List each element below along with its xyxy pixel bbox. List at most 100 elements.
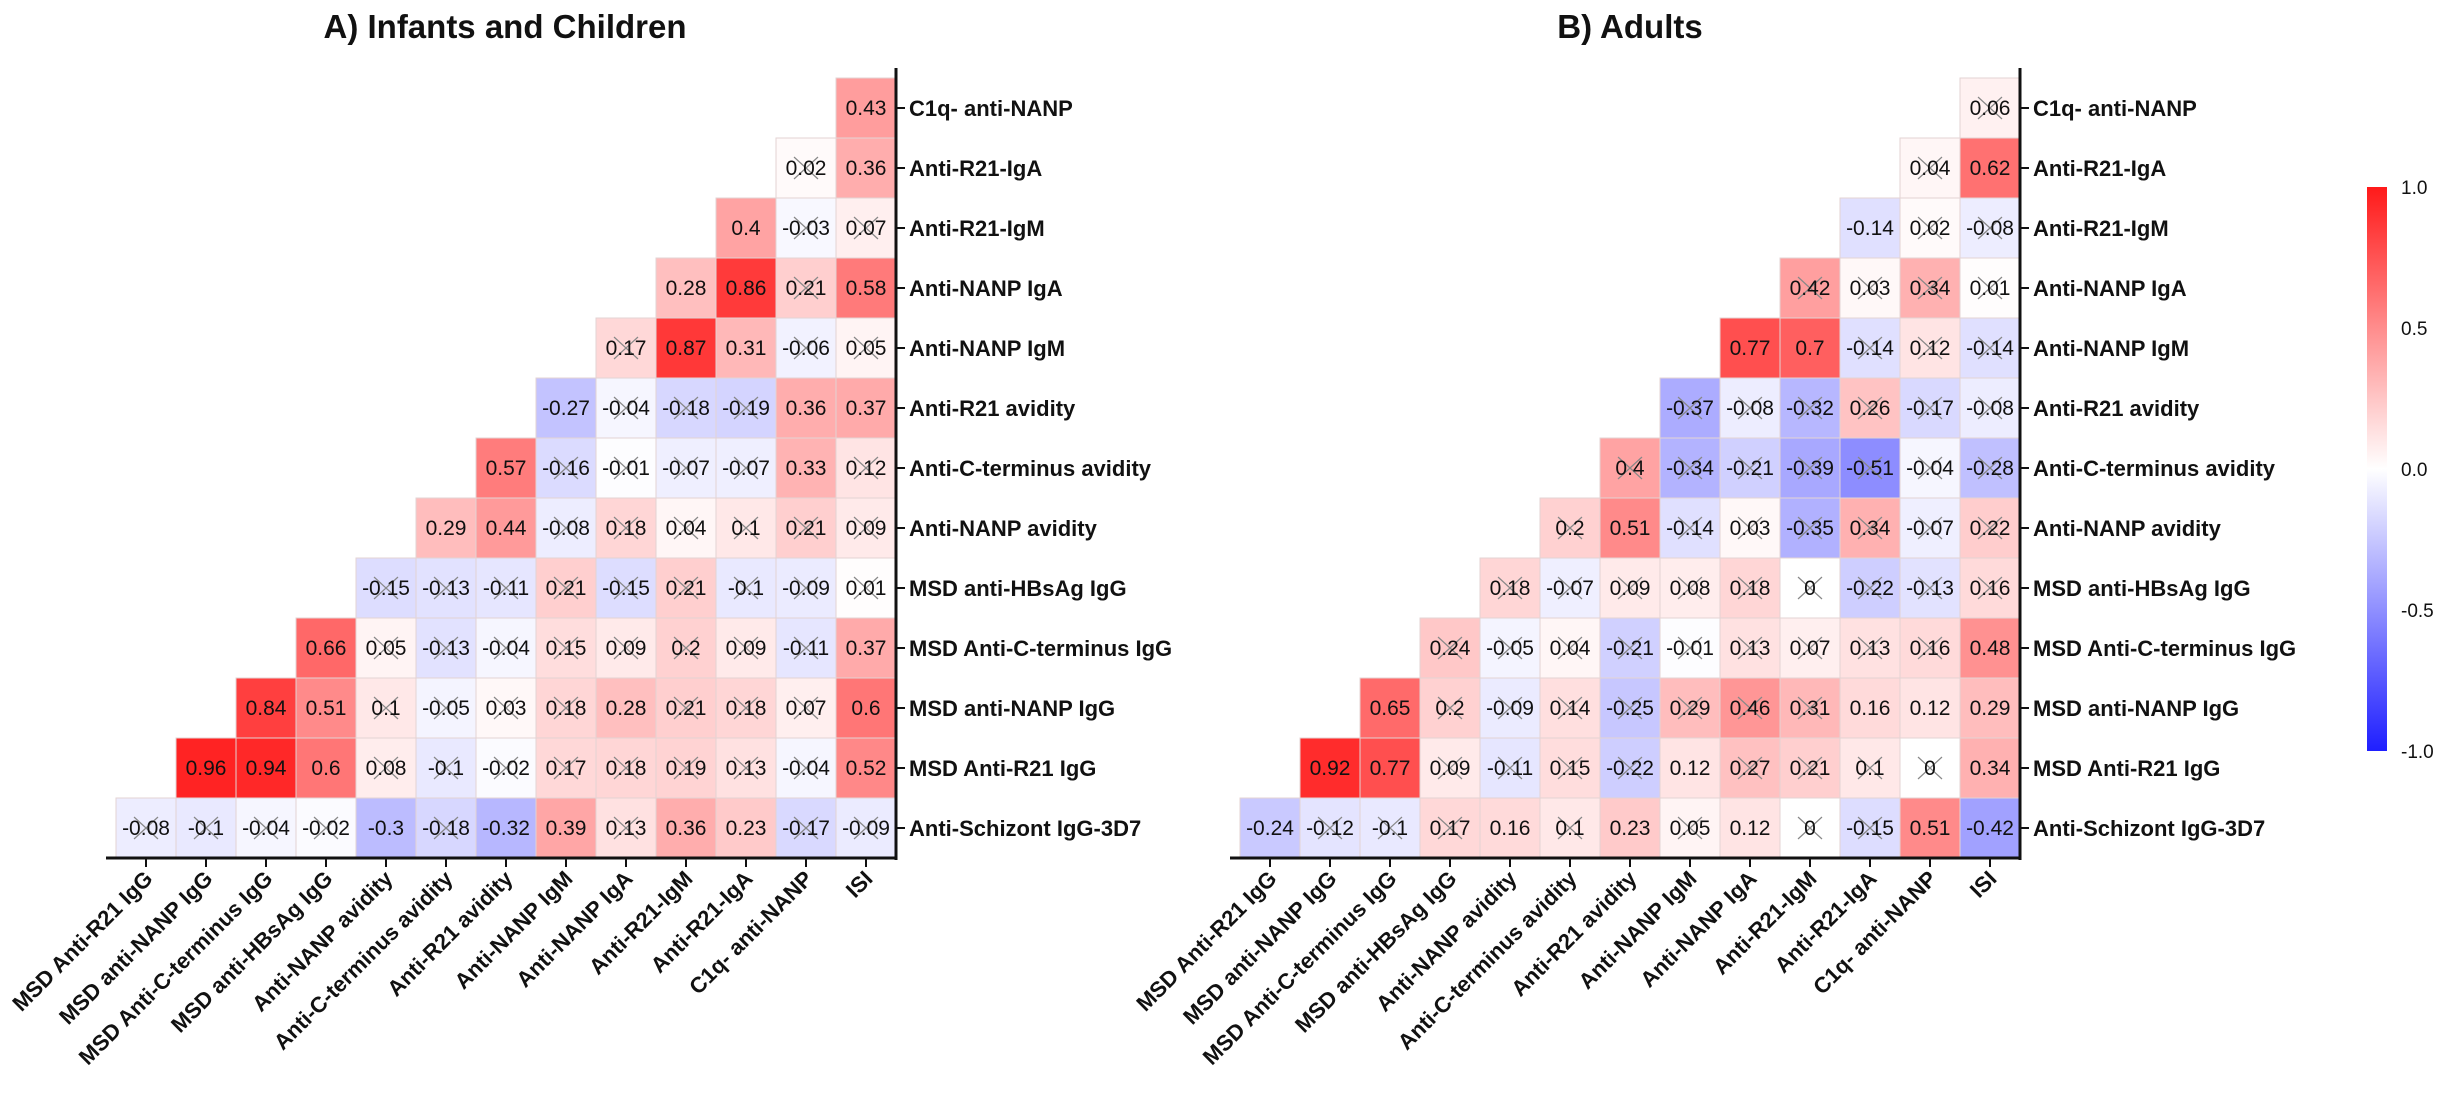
row-label: MSD Anti-R21 IgG bbox=[2033, 756, 2220, 781]
non-significant-cross bbox=[1557, 816, 1583, 840]
cell-value-label: -0.11 bbox=[783, 637, 829, 660]
row-label: MSD anti-HBsAg IgG bbox=[909, 576, 1127, 601]
cell-value-label: -0.04 bbox=[782, 757, 830, 780]
cell-value-label: 0.04 bbox=[1550, 637, 1591, 660]
non-significant-cross bbox=[613, 336, 639, 360]
non-significant-cross bbox=[1497, 696, 1523, 720]
cell-value-label: -0.08 bbox=[1966, 217, 2014, 240]
heatmap-cell bbox=[1959, 737, 2021, 799]
non-significant-cross bbox=[1917, 516, 1943, 540]
non-significant-cross bbox=[553, 516, 579, 540]
heatmap-cell bbox=[1959, 617, 2021, 679]
cell-value-label: 0.52 bbox=[846, 757, 887, 780]
non-significant-cross bbox=[1617, 576, 1643, 600]
heatmap-cell bbox=[1659, 797, 1721, 859]
cell-value-label: -0.04 bbox=[602, 397, 650, 420]
non-significant-cross bbox=[793, 336, 819, 360]
non-significant-cross bbox=[1497, 636, 1523, 660]
cell-value-label: 0.18 bbox=[1490, 577, 1531, 600]
non-significant-cross bbox=[1797, 396, 1823, 420]
cell-value-label: -0.1 bbox=[728, 577, 764, 600]
cell-value-label: 0.15 bbox=[1550, 757, 1591, 780]
cell-value-label: -0.09 bbox=[842, 817, 890, 840]
non-significant-cross bbox=[613, 576, 639, 600]
cell-value-label: 0.77 bbox=[1730, 337, 1771, 360]
cell-value-label: 0.12 bbox=[1730, 817, 1771, 840]
cell-value-label: -0.04 bbox=[1906, 457, 1954, 480]
non-significant-cross bbox=[1917, 756, 1943, 780]
cell-value-label: -0.08 bbox=[1966, 397, 2014, 420]
heatmap-cell bbox=[1719, 797, 1781, 859]
cell-value-label: 0.7 bbox=[1795, 337, 1824, 360]
cell-value-label: 0.51 bbox=[306, 697, 347, 720]
non-significant-cross bbox=[1917, 456, 1943, 480]
non-significant-cross bbox=[1977, 216, 2003, 240]
cell-value-label: 0.6 bbox=[311, 757, 340, 780]
cell-value-label: -0.28 bbox=[1966, 457, 2014, 480]
cell-value-label: 0.09 bbox=[726, 637, 767, 660]
cell-value-label: -0.1 bbox=[428, 757, 464, 780]
cell-value-label: 0.05 bbox=[846, 337, 887, 360]
non-significant-cross bbox=[793, 696, 819, 720]
heatmap-cell bbox=[175, 737, 237, 799]
heatmap-cell bbox=[1359, 737, 1421, 799]
cell-value-label: -0.39 bbox=[1786, 457, 1834, 480]
non-significant-cross bbox=[793, 636, 819, 660]
cell-value-label: 0.03 bbox=[1730, 517, 1771, 540]
non-significant-cross bbox=[1437, 636, 1463, 660]
non-significant-cross bbox=[1617, 756, 1643, 780]
non-significant-cross bbox=[1797, 756, 1823, 780]
non-significant-cross bbox=[1437, 756, 1463, 780]
cell-value-label: 0.27 bbox=[1730, 757, 1771, 780]
cell-value-label: -0.21 bbox=[1726, 457, 1774, 480]
non-significant-cross bbox=[553, 456, 579, 480]
non-significant-cross bbox=[493, 636, 519, 660]
cell-value-label: 0.09 bbox=[846, 517, 887, 540]
non-significant-cross bbox=[1557, 636, 1583, 660]
non-significant-cross bbox=[613, 456, 639, 480]
non-significant-cross bbox=[373, 696, 399, 720]
cell-value-label: -0.04 bbox=[482, 637, 530, 660]
cell-value-label: 0.65 bbox=[1370, 697, 1411, 720]
cell-value-label: 0.57 bbox=[486, 457, 527, 480]
non-significant-cross bbox=[793, 576, 819, 600]
cell-value-label: 0.1 bbox=[1555, 817, 1584, 840]
cell-value-label: -0.14 bbox=[1966, 337, 2014, 360]
non-significant-cross bbox=[1857, 336, 1883, 360]
cell-value-label: 0.13 bbox=[1730, 637, 1771, 660]
cell-value-label: 0.37 bbox=[846, 637, 887, 660]
cell-value-label: 0.36 bbox=[846, 157, 887, 180]
cell-value-label: 0.05 bbox=[366, 637, 407, 660]
cell-value-label: 0.18 bbox=[546, 697, 587, 720]
cell-value-label: -0.07 bbox=[1906, 517, 1954, 540]
row-label: Anti-R21-IgM bbox=[2033, 216, 2169, 241]
cell-value-label: 0.21 bbox=[666, 577, 707, 600]
heatmap-cell bbox=[1479, 797, 1541, 859]
non-significant-cross bbox=[1737, 756, 1763, 780]
heatmap-cell bbox=[835, 497, 897, 559]
non-significant-cross bbox=[1977, 276, 2003, 300]
cell-value-label: -0.05 bbox=[1486, 637, 1534, 660]
cell-value-label: 0.29 bbox=[1970, 697, 2011, 720]
row-label: MSD anti-HBsAg IgG bbox=[2033, 576, 2251, 601]
panel-title: A) Infants and Children bbox=[324, 8, 687, 45]
cell-value-label: -0.09 bbox=[782, 577, 830, 600]
heatmap-cell bbox=[835, 737, 897, 799]
cell-value-label: 0.4 bbox=[731, 217, 761, 240]
heatmap-cell bbox=[475, 797, 537, 859]
non-significant-cross bbox=[1677, 516, 1703, 540]
cell-value-label: -0.32 bbox=[1786, 397, 1834, 420]
cell-value-label: 0.29 bbox=[1670, 697, 1711, 720]
cell-value-label: -0.11 bbox=[483, 577, 529, 600]
cell-value-label: 0.05 bbox=[1670, 817, 1711, 840]
cell-value-label: -0.11 bbox=[1487, 757, 1533, 780]
cell-value-label: 0.31 bbox=[726, 337, 767, 360]
non-significant-cross bbox=[1917, 636, 1943, 660]
cell-value-label: 0.96 bbox=[186, 757, 227, 780]
cell-value-label: -0.21 bbox=[1606, 637, 1654, 660]
cell-value-label: 0.86 bbox=[726, 277, 767, 300]
cell-value-label: -0.01 bbox=[602, 457, 650, 480]
row-label: Anti-R21-IgA bbox=[909, 156, 1042, 181]
row-label: MSD Anti-C-terminus IgG bbox=[2033, 636, 2296, 661]
cell-value-label: 0 bbox=[1924, 757, 1936, 780]
